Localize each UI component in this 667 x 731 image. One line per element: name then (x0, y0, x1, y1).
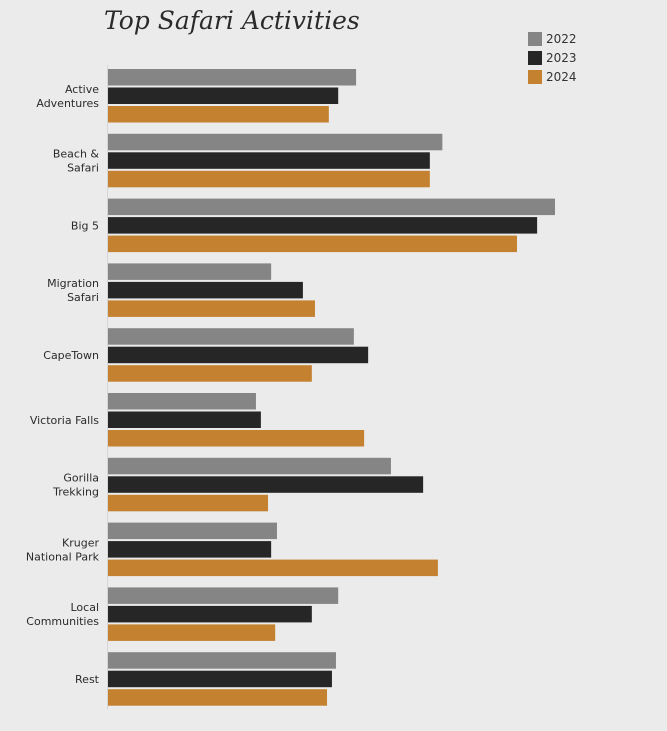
legend-item-2023: 2023 (528, 48, 577, 67)
chart-title: Top Safari Activities (104, 6, 360, 35)
bar-2022 (108, 522, 277, 540)
category-label-line: Safari (67, 162, 99, 175)
bar-2024 (108, 300, 315, 317)
category-group: Beach & Safari (53, 133, 443, 188)
bar-2022 (108, 198, 555, 216)
bar-2022 (108, 393, 256, 410)
bar-2022 (108, 69, 357, 86)
category-label: Beach & Safari (53, 148, 100, 175)
category-label-line: Communities (26, 615, 99, 628)
bar-2024 (108, 235, 518, 253)
legend-item-2024: 2024 (528, 67, 577, 86)
category-label-line: Big 5 (71, 219, 99, 232)
bar-2022 (108, 652, 336, 669)
bar-2022 (108, 263, 272, 280)
legend-label: 2022 (546, 31, 577, 46)
category-group: CapeTown (43, 328, 369, 382)
category-group: Kruger National Park (26, 522, 438, 577)
category-label-line: Active (65, 83, 99, 96)
category-group: Migration Safari (47, 263, 315, 317)
category-label-line: CapeTown (43, 349, 99, 362)
category-group: Victoria Falls (30, 393, 365, 447)
category-label-line: Kruger (62, 536, 99, 549)
category-label: Rest (75, 673, 100, 686)
category-label-line: Migration (47, 277, 99, 290)
bar-2024 (108, 494, 269, 512)
category-group: Rest (75, 652, 336, 706)
category-label-line: Rest (75, 673, 100, 686)
category-label-line: Trekking (52, 486, 99, 499)
bar-2024 (108, 170, 430, 188)
category-group: Active Adventures (36, 69, 357, 123)
bar-2023 (108, 346, 369, 364)
category-label-line: National Park (26, 550, 100, 563)
bar-2024 (108, 365, 312, 382)
category-group: Gorilla Trekking (52, 457, 424, 512)
bar-2023 (108, 281, 303, 299)
bar-2024 (108, 559, 438, 577)
category-label: CapeTown (43, 349, 99, 362)
legend-swatch (528, 69, 542, 84)
category-label-line: Beach & (53, 148, 100, 161)
bar-2023 (108, 541, 272, 558)
bar-2024 (108, 430, 365, 447)
bar-2022 (108, 328, 354, 345)
bar-2023 (108, 217, 538, 234)
legend: 2022 2023 2024 (528, 29, 577, 86)
bar-2024 (108, 689, 328, 706)
bar-2023 (108, 605, 312, 623)
category-group: Big 5 (71, 198, 555, 253)
category-label: Migration Safari (47, 277, 99, 304)
legend-swatch (528, 50, 542, 65)
bar-2023 (108, 411, 261, 428)
category-label: Local Communities (26, 601, 99, 628)
category-label-line: Gorilla (63, 472, 99, 485)
bar-2024 (108, 106, 329, 123)
bar-2023 (108, 87, 339, 104)
bar-2022 (108, 457, 391, 475)
bar-2022 (108, 133, 443, 151)
category-label: Victoria Falls (30, 414, 99, 427)
legend-label: 2024 (546, 69, 577, 84)
category-label: Big 5 (71, 219, 99, 232)
bar-2024 (108, 624, 276, 641)
category-label-line: Adventures (36, 97, 99, 110)
category-label: Gorilla Trekking (52, 472, 99, 499)
category-label-line: Local (70, 601, 99, 614)
bar-2023 (108, 670, 332, 688)
category-group: Local Communities (26, 587, 339, 641)
bar-2023 (108, 476, 424, 493)
bar-2022 (108, 587, 339, 604)
bar-2023 (108, 152, 430, 169)
legend-item-2022: 2022 (528, 29, 577, 48)
category-label-line: Safari (67, 291, 99, 304)
category-label-line: Victoria Falls (30, 414, 99, 427)
legend-swatch (528, 31, 542, 46)
category-label: Kruger National Park (26, 536, 100, 563)
category-label: Active Adventures (36, 83, 99, 110)
legend-label: 2023 (546, 50, 577, 65)
